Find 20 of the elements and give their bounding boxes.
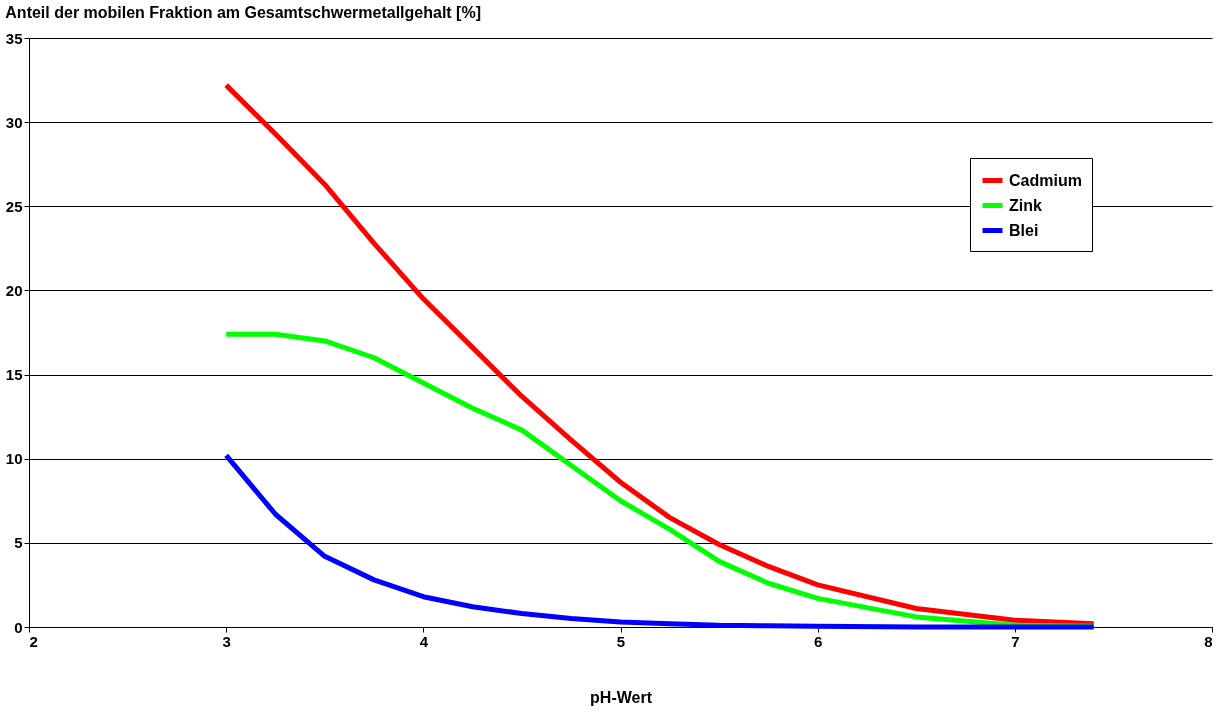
legend-label: Zink: [1009, 196, 1042, 214]
legend-label: Blei: [1009, 221, 1039, 239]
legend-label: Cadmium: [1009, 171, 1082, 189]
x-tick-label: 7: [1011, 632, 1020, 650]
y-tick-label: 0: [14, 618, 23, 636]
x-tick-label: 2: [29, 632, 38, 650]
y-tick-label: 25: [5, 197, 23, 215]
x-tick-label: 3: [222, 632, 231, 650]
x-axis-title: pH-Wert: [590, 688, 653, 706]
x-tick-label: 8: [1204, 632, 1213, 650]
y-tick-label: 30: [5, 113, 23, 131]
x-tick-label: 6: [813, 632, 823, 650]
y-tick-label: 20: [5, 281, 23, 299]
x-tick-label: 4: [419, 632, 429, 650]
y-tick-label: 15: [5, 366, 23, 384]
chart-title: Anteil der mobilen Fraktion am Gesamtschwermetallgehalt [%]: [5, 4, 481, 21]
y-tick-label: 35: [5, 29, 23, 47]
y-tick-label: 5: [14, 534, 23, 552]
y-tick-label: 10: [5, 450, 23, 468]
x-tick-label: 5: [616, 632, 626, 650]
